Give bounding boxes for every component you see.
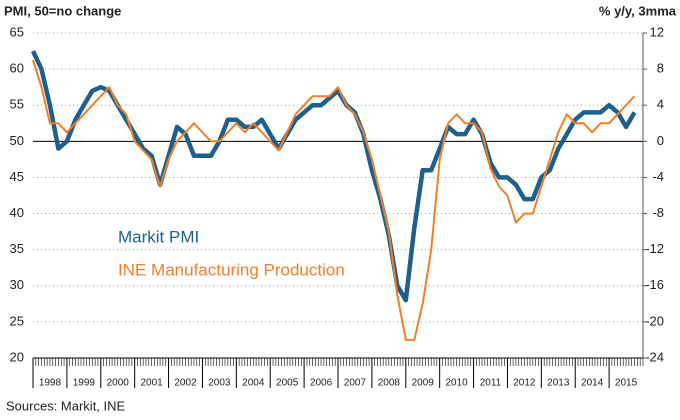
y2-tick-label: -8 [652,205,664,220]
x-tick-label: 1999 [73,378,96,389]
y-tick-label: 30 [10,277,24,292]
x-tick-label: 2012 [513,378,536,389]
y2-tick-label: 8 [657,61,664,76]
x-tick-label: 2010 [445,378,468,389]
x-tick-label: 2005 [276,378,299,389]
legend-label: INE Manufacturing Production [118,260,345,279]
x-tick-label: 2009 [412,378,435,389]
x-tick-label: 2003 [208,378,231,389]
legend-label: Markit PMI [118,227,199,246]
source: Sources: Markit, INE [6,398,126,413]
series-line [32,59,636,341]
x-tick-label: 2014 [581,378,604,389]
y2-tick-label: -4 [652,169,664,184]
y2-tick-label: -12 [645,241,664,256]
y-tick-label: 20 [10,349,24,364]
y-tick-label: 60 [10,61,24,76]
series-line [30,50,637,303]
y2-tick-label: 0 [657,133,664,148]
y2-tick-label: 4 [657,97,664,112]
x-tick-label: 2011 [480,378,502,389]
x-tick-label: 2007 [344,378,367,389]
x-tick-label: 2008 [378,378,401,389]
y2-tick-label: -16 [645,277,664,292]
x-tick-label: 2004 [242,378,265,389]
y-tick-label: 50 [10,133,24,148]
y2-tick-label: -20 [645,313,664,328]
x-tick-label: 2002 [174,378,197,389]
y-tick-label: 25 [10,313,24,328]
y-tick-label: 35 [10,241,24,256]
y2-tick-label: -24 [645,349,664,364]
x-tick-label: 2015 [615,378,638,389]
y2-tick-label: 12 [650,24,664,39]
left-axis-title: PMI, 50=no change [4,3,121,18]
x-tick-label: 1998 [39,378,62,389]
y-tick-label: 55 [10,97,24,112]
y-tick-label: 45 [10,169,24,184]
x-tick-label: 2000 [107,378,130,389]
x-tick-label: 2006 [310,378,333,389]
y-tick-label: 65 [10,24,24,39]
x-tick-label: 2013 [547,378,570,389]
x-tick-label: 2001 [140,378,163,389]
y-tick-label: 40 [10,205,24,220]
right-axis-title: % y/y, 3mma [599,3,677,18]
